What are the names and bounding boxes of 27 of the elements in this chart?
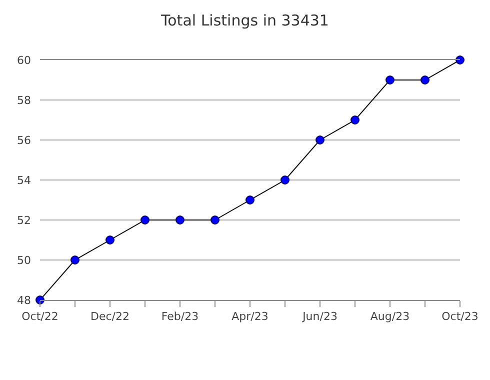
point xyxy=(316,136,324,144)
chart-title: Total Listings in 33431 xyxy=(160,12,329,30)
point xyxy=(176,216,184,224)
y-tick-label: 56 xyxy=(17,134,31,147)
y-tick-label: 48 xyxy=(17,294,31,307)
point xyxy=(420,76,430,84)
y-tick-label: 54 xyxy=(17,174,31,187)
x-tick-label: Aug/23 xyxy=(370,310,410,324)
x-tick-label: Oct/22 xyxy=(22,310,58,324)
point xyxy=(350,116,360,124)
point xyxy=(456,56,464,64)
point xyxy=(386,76,394,84)
x-tick-label: Feb/23 xyxy=(161,310,199,324)
point xyxy=(280,176,290,184)
x-tick-label: Jun/23 xyxy=(302,310,338,324)
y-tick-label: 52 xyxy=(17,214,31,227)
y-tick-label: 50 xyxy=(17,254,31,267)
y-tick-label: 60 xyxy=(17,54,31,67)
y-tick-label: 58 xyxy=(17,94,31,107)
x-tick-label: Oct/23 xyxy=(442,310,478,324)
point xyxy=(70,256,80,264)
point xyxy=(106,236,114,244)
x-tick-label: Apr/23 xyxy=(232,310,268,324)
point xyxy=(246,196,254,204)
x-tick-label: Dec/22 xyxy=(90,310,130,324)
point xyxy=(140,216,150,224)
point xyxy=(210,216,220,224)
